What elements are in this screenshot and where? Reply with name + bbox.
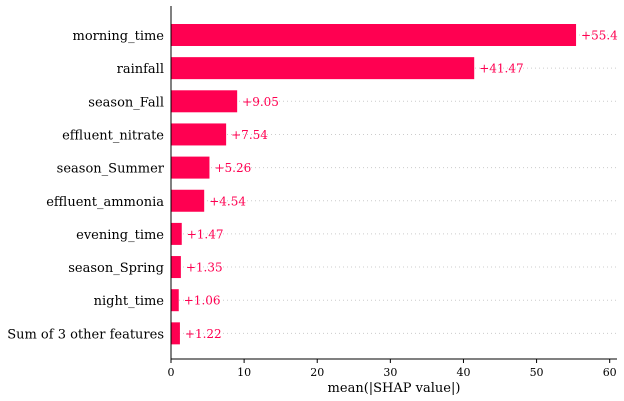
row-gridlines: [171, 34, 617, 334]
bars: [171, 24, 577, 345]
bar-night-time: [171, 289, 179, 312]
value-label: +4.54: [209, 194, 246, 208]
feature-label: rainfall: [117, 62, 164, 77]
value-label: +55.4: [581, 29, 618, 43]
feature-label: season_Fall: [88, 95, 164, 110]
bar-season-fall: [171, 90, 238, 113]
x-tick-label: 30: [383, 366, 397, 379]
x-tick-label: 0: [168, 366, 175, 379]
value-label: +7.54: [231, 128, 268, 142]
feature-label: season_Summer: [57, 162, 165, 177]
bar-rainfall: [171, 57, 475, 80]
feature-label: season_Spring: [68, 261, 164, 276]
value-label: +1.35: [186, 261, 223, 275]
value-label: +9.05: [242, 95, 279, 109]
bar-effluent-nitrate: [171, 123, 227, 146]
value-label: +1.06: [184, 294, 221, 308]
x-tick-label: 20: [310, 366, 324, 379]
feature-label: Sum of 3 other features: [7, 327, 164, 342]
bar-evening-time: [171, 222, 182, 245]
x-ticks: 0 10 20 30 40 50 60: [168, 359, 617, 379]
value-label: +1.22: [185, 327, 222, 341]
feature-label: effluent_ammonia: [46, 195, 164, 210]
x-tick-label: 60: [603, 366, 617, 379]
axes: [170, 6, 617, 360]
feature-label: effluent_nitrate: [62, 128, 164, 143]
x-tick-label: 50: [530, 366, 544, 379]
bar-sum-of-3-other-features: [171, 322, 180, 345]
value-label: +5.26: [214, 161, 251, 175]
x-axis-title: mean(|SHAP value|): [328, 381, 461, 396]
bar-morning-time: [171, 24, 577, 46]
feature-label: night_time: [94, 294, 165, 309]
value-label: +1.47: [187, 227, 224, 241]
feature-labels: morning_time rainfall season_Fall effluent_…: [7, 29, 165, 342]
x-tick-label: 40: [456, 366, 470, 379]
value-labels: +55.4 +41.47 +9.05 +7.54 +5.26 +4.54 +1.47 +1.3…: [184, 29, 618, 341]
bar-effluent-ammonia: [171, 189, 205, 212]
value-label: +41.47: [479, 62, 523, 76]
bar-season-summer: [171, 156, 210, 179]
x-tick-label: 10: [237, 366, 251, 379]
feature-label: evening_time: [76, 228, 164, 243]
bar-season-spring: [171, 256, 181, 279]
feature-label: morning_time: [73, 29, 165, 44]
